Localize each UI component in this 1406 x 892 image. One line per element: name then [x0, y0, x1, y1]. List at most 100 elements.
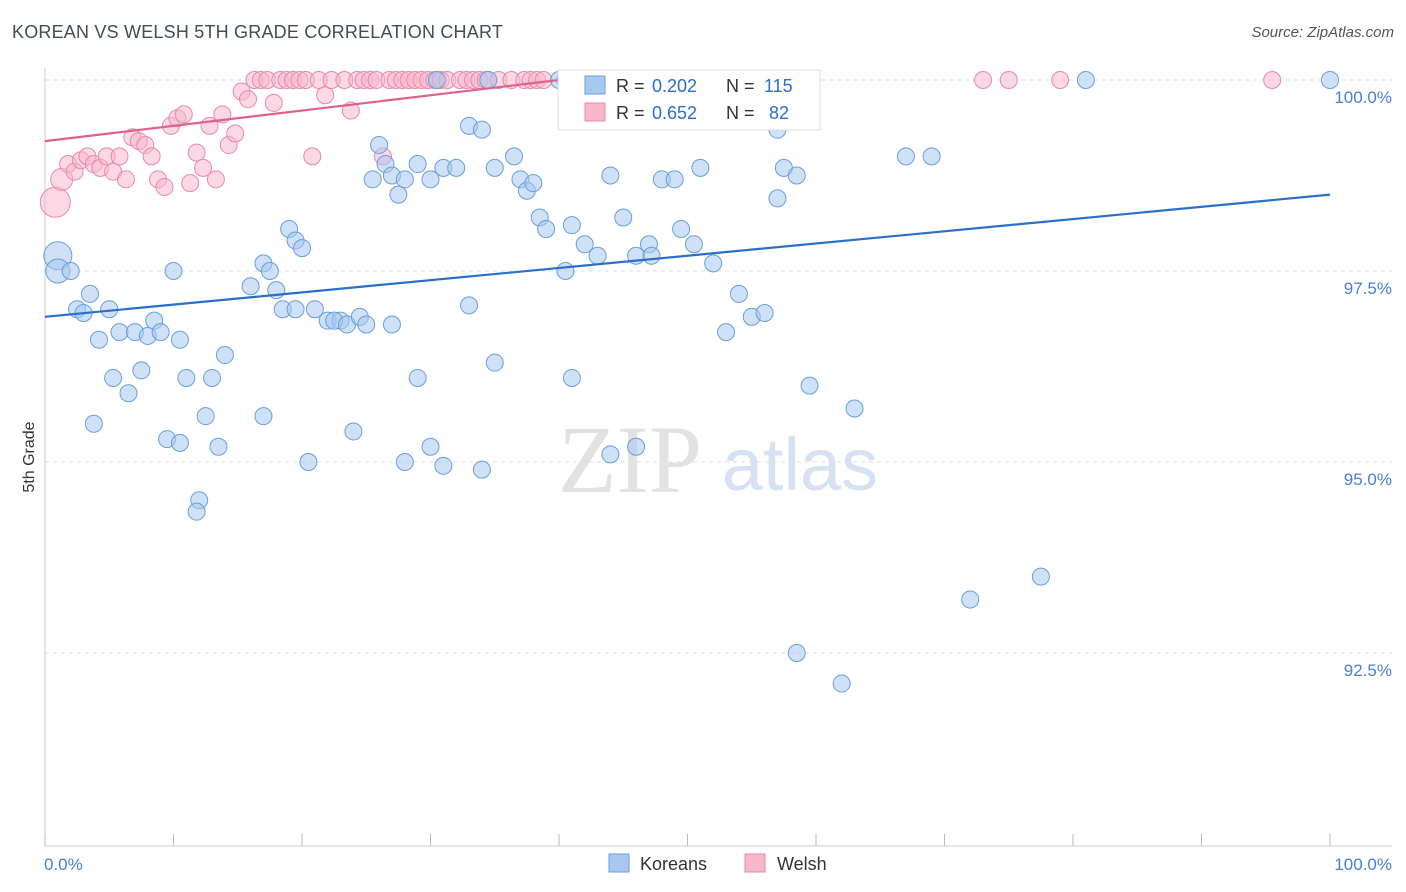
y-tick-label: 95.0% — [1344, 470, 1392, 489]
korean-point — [562, 216, 581, 235]
welsh-point — [155, 177, 174, 196]
korean-point — [505, 147, 524, 166]
welsh-trend-line — [44, 78, 560, 143]
korean-point — [922, 147, 941, 166]
welsh-point — [226, 124, 245, 143]
x-tick-label-end: 100.0% — [1334, 855, 1392, 874]
korean-point — [768, 189, 787, 208]
welsh-point — [174, 105, 193, 124]
korean-point — [485, 158, 504, 177]
y-tick-label: 97.5% — [1344, 279, 1392, 298]
welsh-point — [316, 86, 335, 105]
korean-point — [961, 590, 980, 609]
korean-point — [755, 304, 774, 323]
x-axis-ticks — [44, 834, 1331, 846]
korean-point — [241, 277, 260, 296]
korean-point — [601, 166, 620, 185]
x-tick-label-start: 0.0% — [44, 855, 83, 874]
series-legend: Koreans Welsh — [608, 853, 827, 874]
koreans-r-value: 0.202 — [652, 76, 697, 96]
korean-point — [299, 453, 318, 471]
korean-point — [187, 502, 206, 521]
korean-point — [61, 262, 80, 280]
watermark: ZIP atlas — [558, 406, 878, 513]
korean-point — [286, 300, 305, 319]
korean-point — [395, 453, 414, 471]
korean-point — [110, 323, 129, 342]
korean-point — [800, 376, 819, 395]
welsh-point — [187, 143, 206, 162]
welsh-point — [110, 147, 129, 166]
korean-point — [460, 296, 479, 315]
korean-point — [408, 155, 427, 174]
korean-point — [601, 445, 620, 464]
welsh-point — [206, 170, 225, 189]
welsh-point — [264, 93, 283, 112]
korean-point — [170, 433, 189, 452]
welsh-point — [181, 174, 200, 193]
legend-welsh-swatch — [744, 853, 766, 873]
korean-point — [588, 246, 607, 265]
legend-koreans-swatch — [608, 853, 630, 873]
chart-title: KOREAN VS WELSH 5TH GRADE CORRELATION CH… — [12, 22, 504, 42]
welsh-point — [999, 71, 1018, 89]
korean-point — [672, 219, 691, 238]
korean-point — [196, 407, 215, 426]
korean-point — [704, 254, 723, 273]
korean-point — [408, 368, 427, 387]
korean-point — [104, 368, 123, 387]
korean-point — [562, 368, 581, 387]
chart-source: Source: ZipAtlas.com — [1251, 24, 1394, 41]
korean-point — [845, 399, 864, 418]
y-axis-label: 5th Grade — [21, 421, 38, 492]
welsh-point — [39, 186, 71, 218]
korean-point — [215, 346, 234, 365]
legend-welsh-label: Welsh — [777, 854, 827, 874]
welsh-n-label: N = — [726, 103, 755, 123]
watermark-zip: ZIP — [558, 406, 702, 513]
y-tick-label: 100.0% — [1334, 88, 1392, 107]
korean-point — [89, 330, 108, 349]
korean-point — [305, 300, 324, 319]
koreans-trend-line — [44, 193, 1331, 318]
korean-point — [370, 135, 389, 154]
korean-point — [1076, 71, 1095, 89]
korean-point — [427, 71, 446, 89]
korean-point — [164, 262, 183, 280]
welsh-point — [1263, 71, 1282, 89]
grid-lines — [45, 79, 1392, 654]
korean-point — [472, 120, 491, 139]
welsh-n-value: 82 — [769, 103, 789, 123]
korean-point — [84, 414, 103, 433]
korean-point — [717, 323, 736, 342]
korean-point — [485, 353, 504, 372]
korean-point — [642, 246, 661, 265]
welsh-point — [534, 71, 553, 89]
korean-point — [293, 239, 311, 258]
korean-point — [665, 170, 684, 189]
korean-point — [434, 456, 453, 475]
welsh-r-value: 0.652 — [652, 103, 697, 123]
korean-point — [627, 437, 646, 456]
welsh-point — [116, 170, 135, 189]
korean-point — [832, 674, 851, 693]
korean-point — [447, 158, 466, 177]
korean-point — [344, 422, 363, 441]
welsh-point — [303, 147, 322, 166]
korean-point — [177, 368, 196, 387]
welsh-point — [1051, 71, 1070, 89]
korean-point — [729, 284, 748, 303]
korean-point — [684, 235, 703, 254]
korean-point — [170, 330, 189, 349]
korean-point — [472, 460, 491, 479]
koreans-points — [43, 71, 1339, 693]
korean-point — [254, 407, 273, 426]
korean-point — [80, 284, 99, 303]
trend-lines — [44, 78, 1331, 318]
welsh-point — [142, 147, 161, 166]
korean-point — [524, 174, 543, 193]
watermark-atlas: atlas — [722, 423, 878, 506]
koreans-r-label: R = — [616, 76, 645, 96]
welsh-point — [974, 71, 993, 89]
